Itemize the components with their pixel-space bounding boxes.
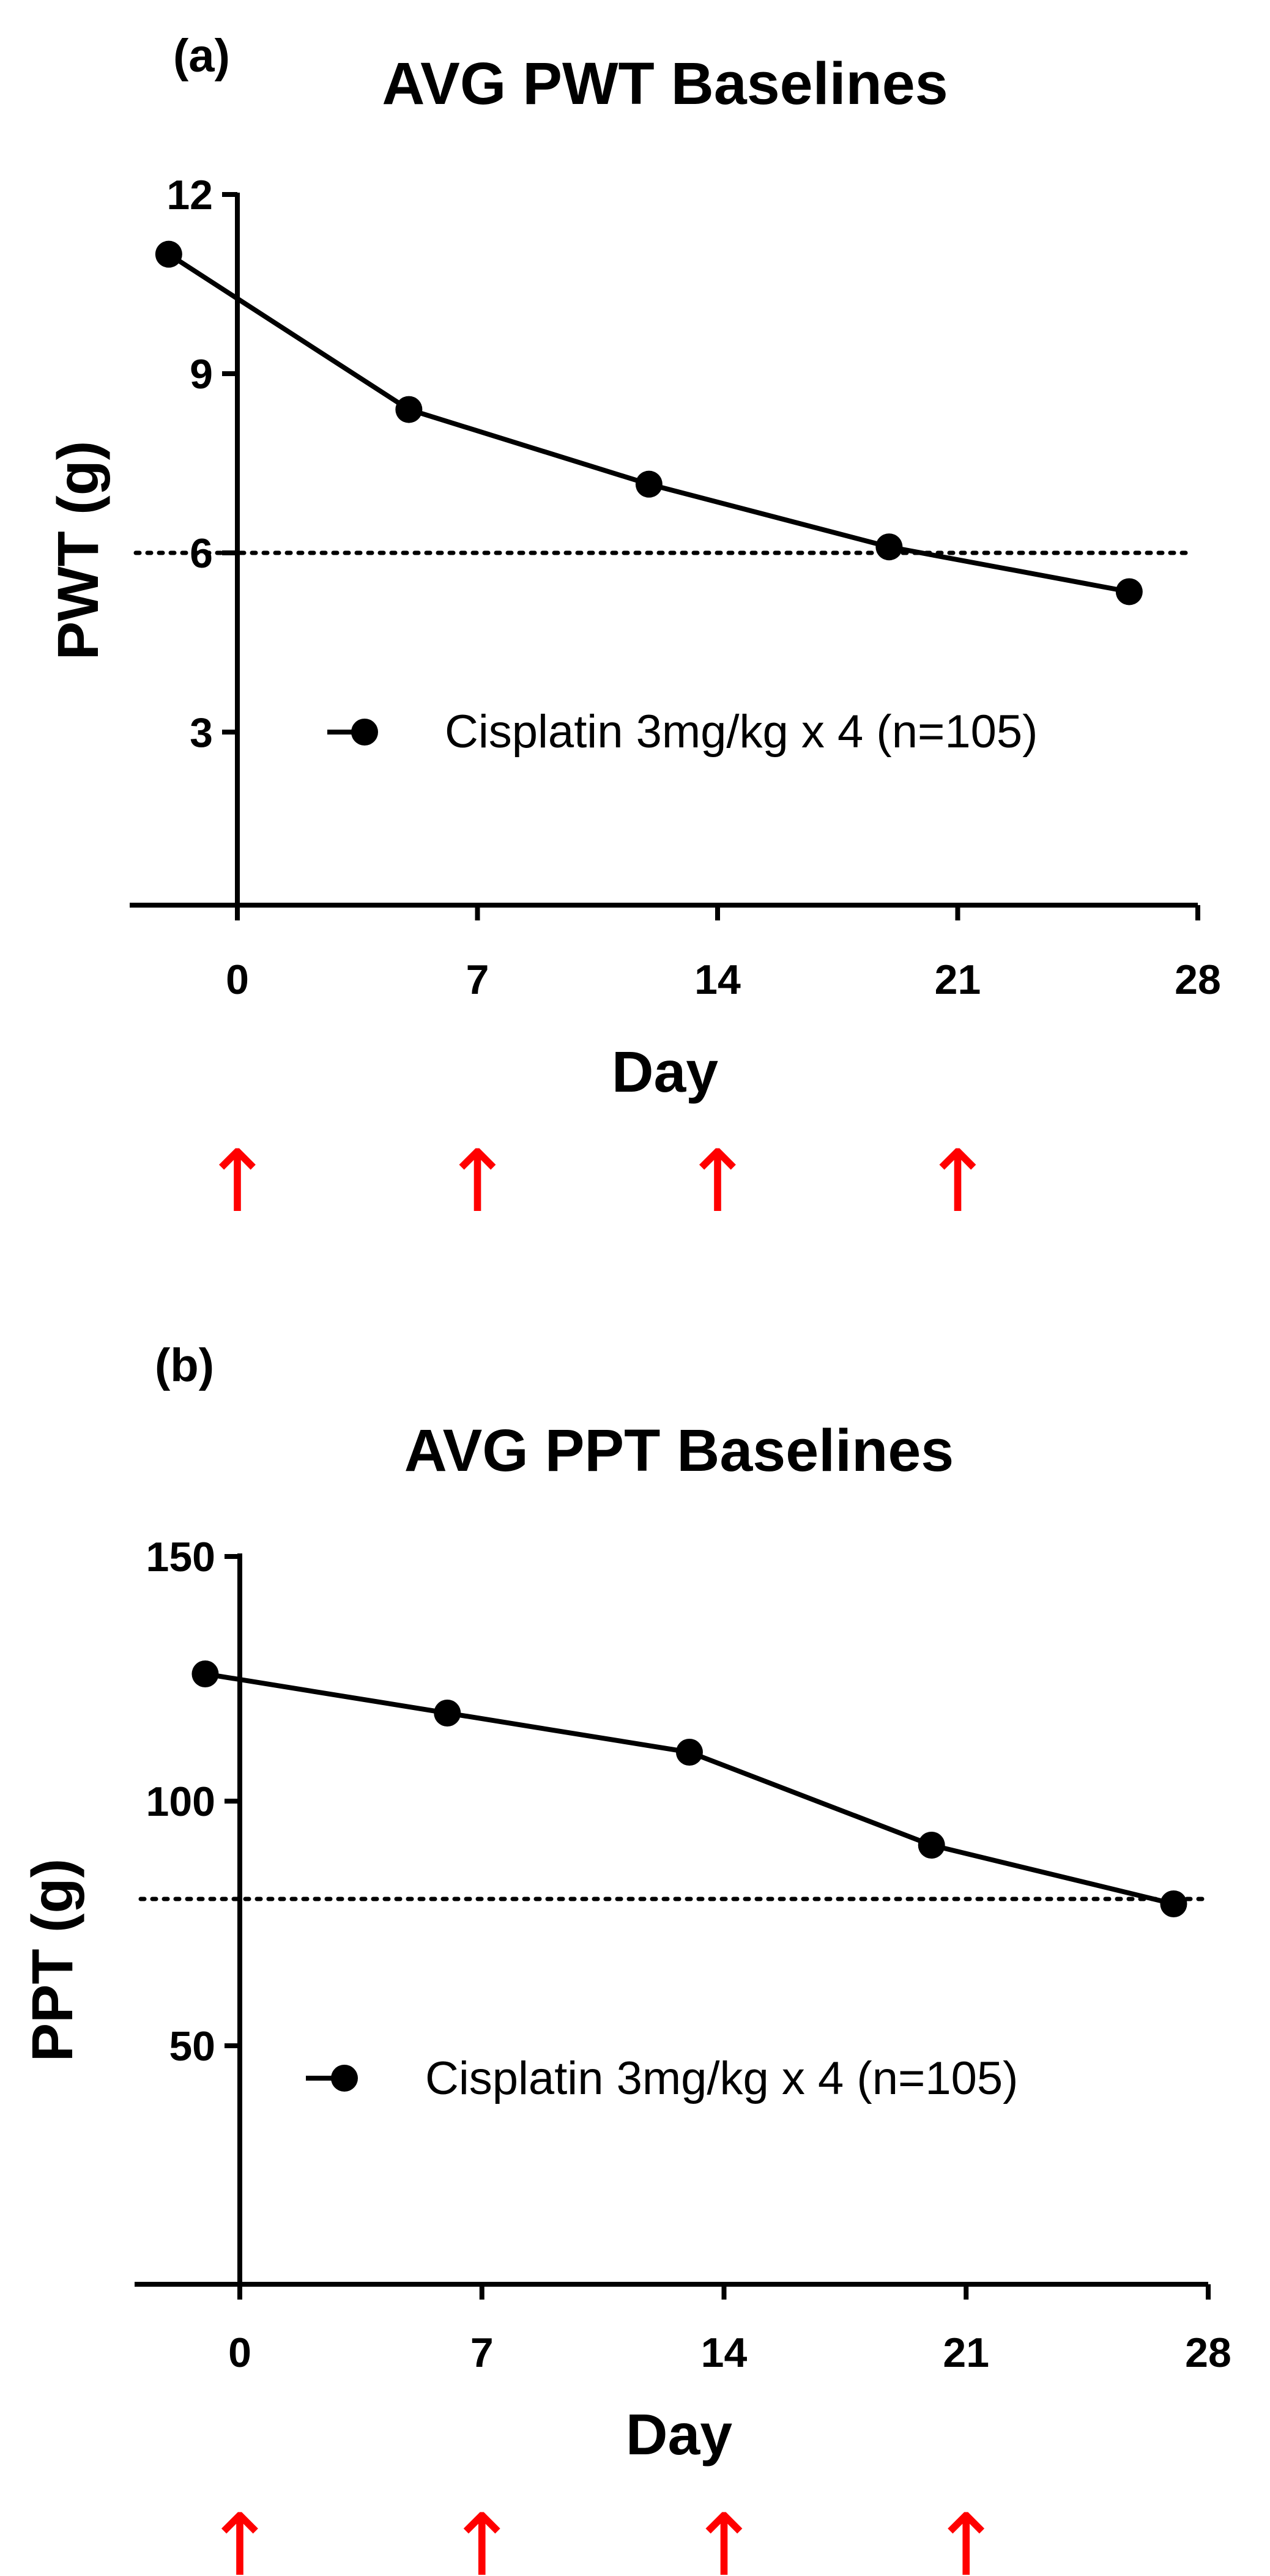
panel-a-data-point [635,470,663,498]
panel-b-data-point [918,1832,945,1859]
panel-b-dose-arrow: ↑ [688,2496,760,2576]
panel-b-y-tick-label: 100 [146,1778,215,1825]
panel-b-x-axis-label: Day [626,2402,732,2467]
panel-b-legend-marker [331,2065,358,2092]
panel-a-x-axis-label: Day [612,1040,718,1105]
panel-b-data-point [675,1739,703,1766]
panel-a-series-line [167,252,1130,594]
panel-a-x-tick-label: 21 [935,957,981,1003]
panel-b-data-point [434,1700,461,1727]
panel-a-y-tick-label: 9 [190,351,213,398]
panel-b-y-tick-label: 150 [146,1534,215,1580]
panel-b-series-line [204,1671,1175,1906]
panel-b-x-tick-label: 0 [228,2330,251,2376]
panel-b: (b) AVG PPT Baselines 0 7 14 21 28 50 100 150 ↑ ↑… [20,1339,1231,2576]
panel-b-plot: 0 7 14 21 28 50 100 150 ↑ ↑ ↑ ↑ [135,1534,1231,2576]
panel-b-legend-label: Cisplatin 3mg/kg x 4 (n=105) [425,2052,1018,2104]
panel-b-title: AVG PPT Baselines [404,1417,954,1484]
panel-a-label: (a) [173,30,230,82]
panel-a-x-tick-label: 14 [694,957,741,1003]
panel-a-data-point [395,396,423,423]
panel-a-dose-arrow: ↑ [922,1132,993,1232]
panel-a-dose-arrow: ↑ [681,1132,753,1232]
panel-a-x-tick-label: 7 [466,957,489,1003]
panel-b-x-tick-label: 14 [701,2330,748,2376]
panel-a-data-point [1115,578,1143,605]
panel-a-y-tick-label: 12 [166,172,213,218]
panel-a-x-tick-label: 28 [1175,957,1221,1003]
panel-a-title: AVG PWT Baselines [382,50,948,117]
panel-b-dose-arrow: ↑ [446,2496,518,2576]
panel-b-data-point [191,1660,219,1687]
panel-b-y-axis-label: PPT (g) [20,1859,85,2062]
panel-a-y-axis-label: PWT (g) [46,441,111,661]
panel-a-legend-marker [351,719,378,746]
panel-a-data-point [155,240,182,268]
panel-a-data-point [875,533,903,561]
panel-b-x-tick-label: 7 [470,2330,494,2376]
panel-b-x-tick-label: 21 [943,2330,989,2376]
panel-b-dose-arrow: ↑ [930,2496,1002,2576]
panel-a-legend-label: Cisplatin 3mg/kg x 4 (n=105) [445,706,1038,758]
panel-b-x-tick-label: 28 [1185,2330,1231,2376]
panel-b-data-point [1160,1890,1187,1917]
panel-b-dose-arrow: ↑ [204,2496,275,2576]
panel-a-y-tick-label: 3 [190,709,213,756]
panel-b-y-tick-label: 50 [169,2023,215,2070]
panel-a-x-tick-label: 0 [226,957,249,1003]
panel-a-dose-arrow: ↑ [442,1132,513,1232]
panel-a-dose-arrow: ↑ [201,1132,273,1232]
panel-b-label: (b) [155,1339,214,1391]
